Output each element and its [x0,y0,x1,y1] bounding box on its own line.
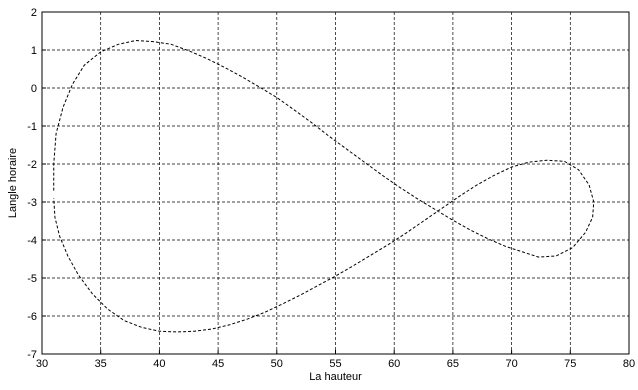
x-tick-label: 75 [564,358,576,370]
y-axis-label: Langle horaire [7,148,19,218]
x-axis-label: La hauteur [309,371,362,383]
y-tick-label: -5 [27,273,37,285]
y-tick-label: -6 [27,311,37,323]
x-tick-label: 70 [505,358,517,370]
y-tick-label: -4 [27,235,37,247]
x-tick-label: 40 [153,358,165,370]
ticks: 30 35 40 45 50 55 60 65 70 75 80 -7 -6 -5 -4 -3 -2 -1 0 1 2 [27,7,635,370]
x-tick-label: 35 [95,358,107,370]
x-tick-label: 45 [212,358,224,370]
grid [42,12,629,354]
x-tick-label: 50 [271,358,283,370]
series-layer [53,39,595,333]
x-tick-label: 30 [36,358,48,370]
x-tick-label: 80 [623,358,635,370]
y-tick-label: 1 [31,45,37,57]
series-line [53,39,595,333]
y-tick-label: 2 [31,7,37,19]
x-tick-label: 55 [329,358,341,370]
y-tick-label: -3 [27,197,37,209]
y-tick-label: -7 [27,349,37,361]
y-tick-label: -2 [27,159,37,171]
x-tick-label: 60 [388,358,400,370]
y-tick-label: 0 [31,83,37,95]
x-tick-label: 65 [447,358,459,370]
y-tick-label: -1 [27,121,37,133]
